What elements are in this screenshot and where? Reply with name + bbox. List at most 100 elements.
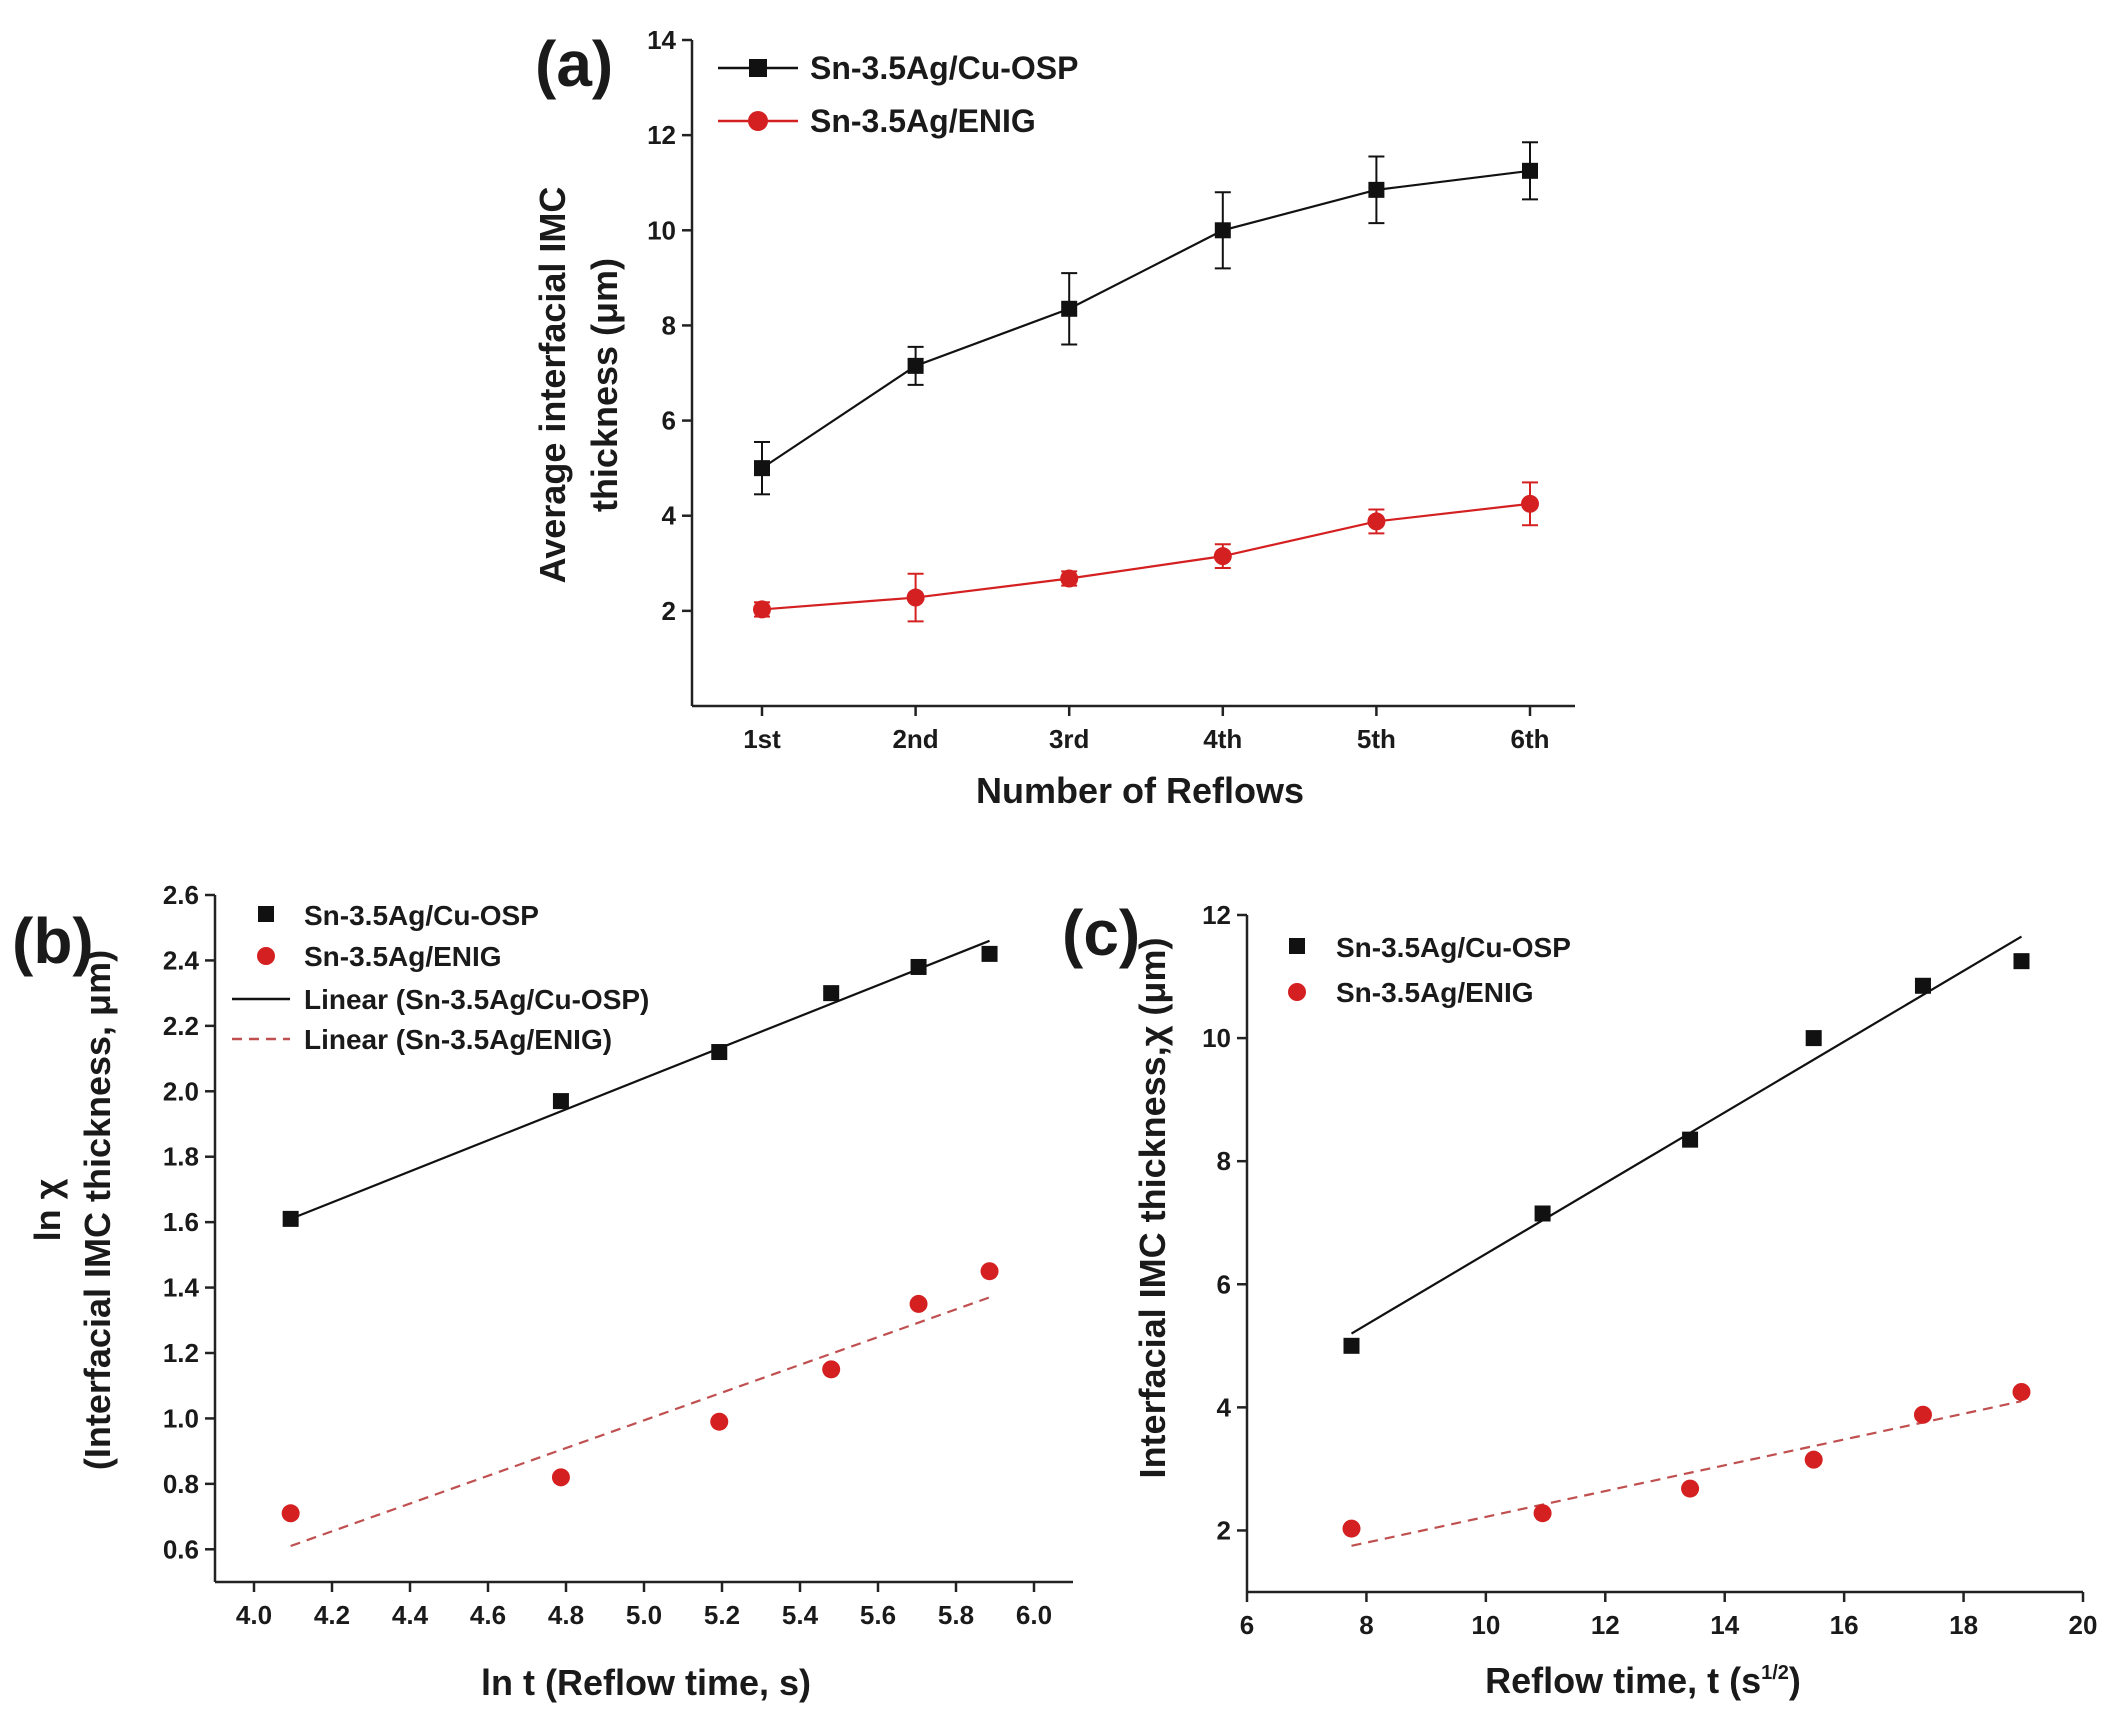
panel-a-x-tick-label: 5th [1357, 724, 1396, 754]
panel-a: (a) 2 4 6 8 10 12 14 1st 2nd 3rd 4th 5th 6th Number … [532, 25, 1575, 811]
panel-c-point-square [1682, 1131, 1699, 1148]
panel-c-x-axis-title-sup: 1/2 [1761, 1662, 1789, 1684]
panel-b-legend: Sn-3.5Ag/Cu-OSP Sn-3.5Ag/ENIG Linear (Sn… [232, 900, 649, 1055]
panel-b-x-tick-label: 5.4 [782, 1600, 819, 1630]
legend-b-marker-osp [258, 906, 274, 922]
legend-a-label-enig: Sn-3.5Ag/ENIG [810, 103, 1036, 139]
panel-c-point-square [2013, 953, 2030, 970]
panel-b-y-axis-title-line1: ln χ [27, 1178, 68, 1241]
panel-b-fit-line [290, 939, 990, 1220]
legend-c-label-osp: Sn-3.5Ag/Cu-OSP [1336, 932, 1571, 963]
panel-b-point-square [910, 958, 927, 975]
panel-a-point-square [754, 460, 770, 477]
panel-c-x-axis-title-main: Reflow time, t (s [1485, 1660, 1761, 1701]
panel-a-x-tick-label: 6th [1511, 724, 1550, 754]
panel-b-y-tick-label: 1.2 [163, 1338, 199, 1368]
panel-b-point-circle [909, 1294, 928, 1313]
panel-b-point-square [552, 1093, 569, 1110]
legend-c-label-enig: Sn-3.5Ag/ENIG [1336, 977, 1534, 1008]
panel-c-y-axis-title: Interfacial IMC thickness,χ (μm) [1132, 938, 1173, 1479]
panel-a-point-square [1368, 181, 1385, 198]
panel-b-y-tick-label: 1.0 [163, 1403, 199, 1433]
panel-a-plot-area: 2 4 6 8 10 12 14 1st 2nd 3rd 4th 5th 6th [647, 25, 1575, 754]
panel-c-x-tick-label: 8 [1359, 1610, 1373, 1640]
panel-a-x-tick-label: 2nd [892, 724, 938, 754]
panel-b-point-circle [822, 1360, 841, 1379]
panel-b-y-tick-label: 2.4 [163, 945, 200, 975]
panel-a-series-line [761, 169, 1531, 470]
panel-c-y-tick-label: 4 [1217, 1392, 1232, 1422]
panel-b-x-tick-label: 4.6 [470, 1600, 506, 1630]
panel-c-point-square [1914, 977, 1931, 994]
legend-a-marker-osp [749, 59, 767, 77]
panel-c-y-tick-label: 6 [1217, 1269, 1231, 1299]
panel-b-point-circle [710, 1412, 729, 1431]
panel-c-plot-area: 2 4 6 8 10 12 6 8 10 12 14 16 18 20 [1202, 900, 2097, 1640]
panel-b-x-tick-label: 5.8 [938, 1600, 974, 1630]
panel-c-x-tick-label: 16 [1830, 1610, 1859, 1640]
panel-b-y-tick-label: 2.0 [163, 1076, 199, 1106]
panel-b-point-square [823, 985, 840, 1002]
panel-a-point-circle [1367, 512, 1386, 531]
panel-a-y-tick-label: 8 [662, 310, 676, 340]
panel-a-point-circle [906, 588, 925, 607]
panel-a-x-tick-label: 1st [743, 724, 781, 754]
panel-a-y-tick-label: 6 [662, 406, 676, 436]
legend-b-label-osp: Sn-3.5Ag/Cu-OSP [304, 900, 539, 931]
panel-b-x-tick-label: 6.0 [1016, 1600, 1052, 1630]
panel-c-point-square [1805, 1030, 1822, 1047]
panel-b-y-tick-label: 1.8 [163, 1142, 199, 1172]
panel-b-point-circle [980, 1262, 999, 1281]
panel-a-point-circle [753, 600, 771, 619]
panel-c-x-tick-label: 18 [1949, 1610, 1978, 1640]
panel-c-legend: Sn-3.5Ag/Cu-OSP Sn-3.5Ag/ENIG [1288, 932, 1571, 1008]
panel-a-y-tick-label: 14 [647, 25, 676, 55]
panel-c-x-axis-title: Reflow time, t (s1/2) [1485, 1660, 1801, 1701]
panel-a-label: (a) [535, 28, 613, 100]
panel-c-y-tick-label: 12 [1202, 900, 1231, 930]
panel-a-x-tick-label: 4th [1203, 724, 1242, 754]
panel-b-x-tick-label: 4.0 [236, 1600, 272, 1630]
panel-b-x-tick-label: 4.8 [548, 1600, 584, 1630]
panel-c-point-circle [1533, 1504, 1552, 1523]
panel-b-x-tick-label: 5.6 [860, 1600, 896, 1630]
panel-c-y-tick-label: 2 [1217, 1515, 1231, 1545]
panel-c-x-tick-label: 6 [1240, 1610, 1254, 1640]
panel-c-point-circle [1913, 1405, 1932, 1424]
panel-c-point-circle [2012, 1382, 2031, 1401]
legend-b-marker-enig [257, 947, 275, 965]
panel-b-point-circle [551, 1468, 570, 1487]
panel-a-point-circle [1060, 569, 1079, 588]
legend-a-label-osp: Sn-3.5Ag/Cu-OSP [810, 50, 1078, 86]
legend-b-label-osp-fit: Linear (Sn-3.5Ag/Cu-OSP) [304, 984, 649, 1015]
panel-a-point-square [1522, 162, 1538, 179]
panel-b: (b) 0.6 0.8 1.0 1.2 1.4 1.6 1.8 2.0 2.2 2.4 2.6 4.0… [12, 880, 1073, 1703]
panel-b-point-circle [281, 1504, 300, 1523]
panel-c-x-tick-label: 14 [1710, 1610, 1739, 1640]
panel-b-y-tick-label: 2.2 [163, 1011, 199, 1041]
legend-b-label-enig: Sn-3.5Ag/ENIG [304, 941, 502, 972]
panel-a-point-square [1061, 300, 1078, 317]
panel-b-y-tick-label: 0.6 [163, 1534, 199, 1564]
panel-c-point-circle [1681, 1479, 1700, 1498]
legend-a-marker-enig [748, 111, 768, 131]
panel-c-x-tick-label: 12 [1591, 1610, 1620, 1640]
panel-a-point-circle [1213, 547, 1232, 566]
panel-a-y-axis-title-line1: Average interfacial IMC [532, 187, 573, 584]
panel-a-legend: Sn-3.5Ag/Cu-OSP Sn-3.5Ag/ENIG [718, 50, 1078, 139]
panel-c-y-tick-label: 10 [1202, 1023, 1231, 1053]
panel-a-x-tick-label: 3rd [1049, 724, 1089, 754]
legend-c-marker-osp [1289, 938, 1305, 954]
panel-b-plot-area: 0.6 0.8 1.0 1.2 1.4 1.6 1.8 2.0 2.2 2.4 2.6 4.0 4.2 4… [163, 880, 1073, 1630]
panel-c-point-square [1534, 1205, 1551, 1222]
panel-c-x-tick-label: 10 [1471, 1610, 1500, 1640]
panel-b-fit-line [290, 1296, 990, 1548]
panel-a-y-tick-label: 4 [662, 501, 677, 531]
panel-c-label: (c) [1062, 897, 1140, 969]
panel-b-y-tick-label: 2.6 [163, 880, 199, 910]
panel-b-label: (b) [12, 905, 94, 977]
panel-c: (c) 2 4 6 8 10 12 6 8 10 12 14 16 18 20 Reflow time, … [1062, 897, 2097, 1701]
legend-c-marker-enig [1288, 983, 1306, 1001]
panel-a-y-tick-label: 10 [647, 215, 676, 245]
